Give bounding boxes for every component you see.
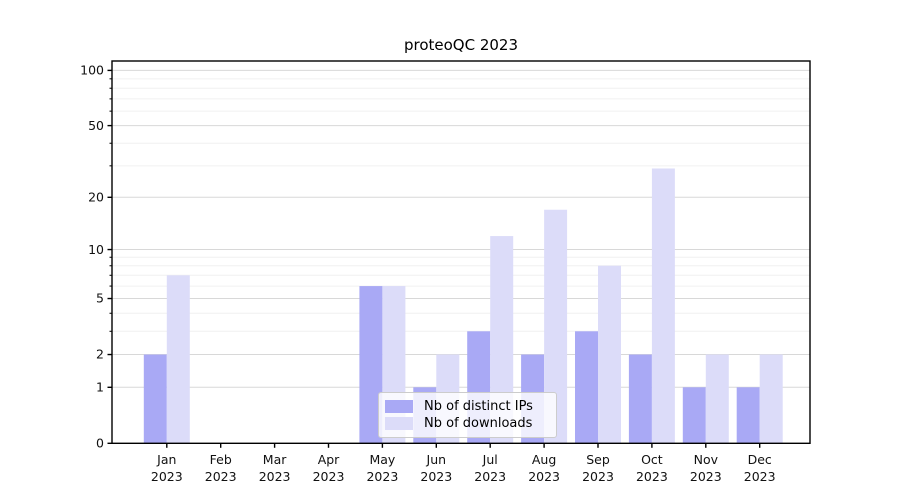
bar-downloads-aug <box>544 209 568 444</box>
bar-downloads-sep <box>598 265 621 444</box>
x-tick-label-year: 2023 <box>636 469 668 484</box>
y-tick-label: 10 <box>88 242 104 257</box>
legend-swatch-downloads <box>385 417 413 431</box>
x-tick-label-year: 2023 <box>313 469 345 484</box>
x-tick-label-month: Dec <box>748 452 772 467</box>
y-tick-label: 2 <box>96 347 104 362</box>
x-tick-label-year: 2023 <box>366 469 398 484</box>
bar-downloads-jul <box>490 236 514 444</box>
x-tick-label-month: May <box>369 452 395 467</box>
x-tick-label-year: 2023 <box>205 469 237 484</box>
legend-label-downloads: Nb of downloads <box>424 416 533 432</box>
y-tick-label: 1 <box>96 379 104 394</box>
x-tick-label-month: Mar <box>263 452 287 467</box>
x-tick-label-month: Apr <box>318 452 340 467</box>
x-tick-label-month: Sep <box>586 452 610 467</box>
bar-distinct-ips-nov <box>682 387 706 444</box>
bar-distinct-ips-dec <box>736 387 760 444</box>
legend: Nb of distinct IPs Nb of downloads <box>378 392 557 438</box>
y-tick-label: 5 <box>96 291 104 306</box>
x-tick-label-month: Aug <box>532 452 556 467</box>
legend-label-distinct-ips: Nb of distinct IPs <box>424 398 533 414</box>
bar-downloads-nov <box>705 354 729 444</box>
x-tick-label-month: Oct <box>641 452 663 467</box>
bar-distinct-ips-may <box>359 286 383 444</box>
x-tick-label-year: 2023 <box>420 469 452 484</box>
x-tick-label-month: Jan <box>156 452 176 467</box>
bar-downloads-dec <box>759 354 783 444</box>
x-tick-label-month: Feb <box>210 452 232 467</box>
x-tick-label-year: 2023 <box>151 469 183 484</box>
y-tick-label: 100 <box>80 63 104 78</box>
bar-downloads-jan <box>166 275 190 444</box>
x-tick-label-month: Jul <box>482 452 498 467</box>
y-tick-label: 50 <box>88 118 104 133</box>
x-tick-label-year: 2023 <box>582 469 614 484</box>
plot-border <box>111 60 811 444</box>
x-tick-label-year: 2023 <box>474 469 506 484</box>
y-tick-label: 20 <box>88 190 104 205</box>
x-tick-label-year: 2023 <box>528 469 560 484</box>
legend-item-distinct-ips: Nb of distinct IPs <box>385 398 550 414</box>
legend-swatch-distinct-ips <box>385 399 413 413</box>
bar-distinct-ips-oct <box>628 354 652 444</box>
legend-item-downloads: Nb of downloads <box>385 416 550 432</box>
bar-distinct-ips-sep <box>575 331 598 444</box>
x-tick-label-year: 2023 <box>690 469 722 484</box>
x-tick-label-month: Jun <box>426 452 447 467</box>
y-tick-label: 0 <box>96 436 104 451</box>
x-tick-label-year: 2023 <box>744 469 776 484</box>
bar-distinct-ips-jan <box>143 354 167 444</box>
bar-downloads-oct <box>651 168 675 444</box>
x-tick-label-year: 2023 <box>259 469 291 484</box>
chart-title: proteoQC 2023 <box>403 36 519 54</box>
x-tick-label-month: Nov <box>694 452 719 467</box>
